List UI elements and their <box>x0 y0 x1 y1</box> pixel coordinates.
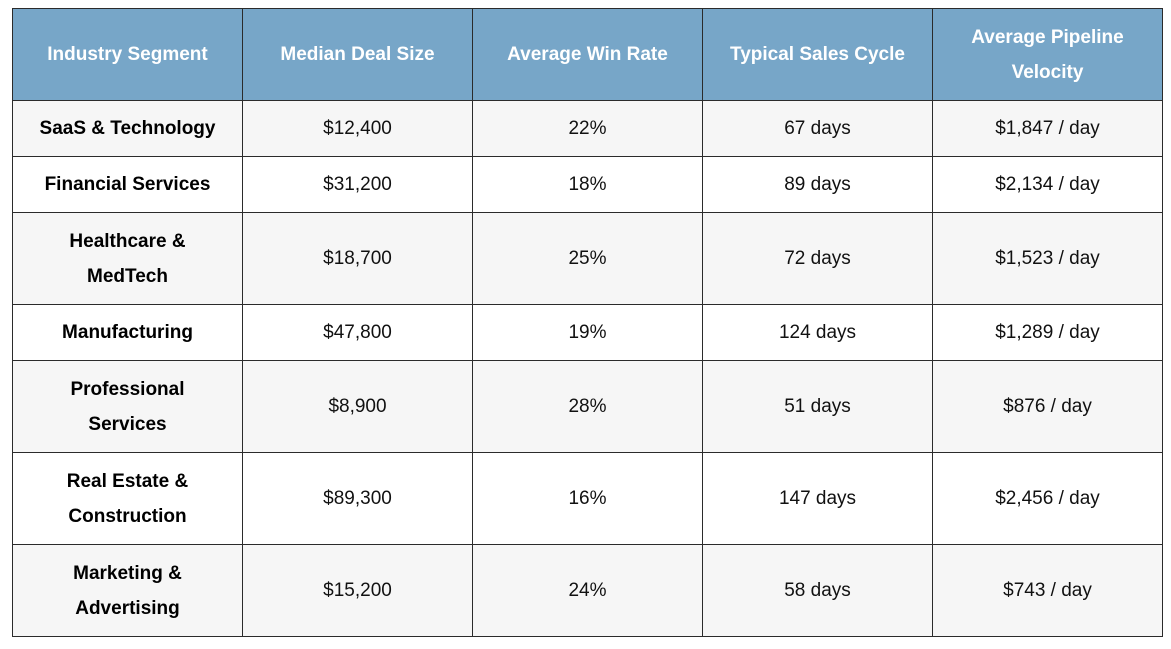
deal-size-cell: $31,200 <box>242 156 473 213</box>
win-rate-cell: 25% <box>472 212 703 305</box>
pipeline-velocity-cell: $2,456 / day <box>932 452 1163 545</box>
industry-metrics-table: Industry Segment Median Deal Size Averag… <box>12 8 1163 637</box>
segment-cell: Healthcare & MedTech <box>12 212 243 305</box>
table-row: Manufacturing $47,800 19% 124 days $1,28… <box>12 304 1163 361</box>
header-average-pipeline-velocity: Average Pipeline Velocity <box>932 8 1163 101</box>
deal-size-cell: $12,400 <box>242 100 473 157</box>
deal-size-cell: $89,300 <box>242 452 473 545</box>
deal-size-cell: $8,900 <box>242 360 473 453</box>
table-header-row: Industry Segment Median Deal Size Averag… <box>12 8 1163 101</box>
deal-size-cell: $47,800 <box>242 304 473 361</box>
segment-cell: Real Estate & Construction <box>12 452 243 545</box>
win-rate-cell: 19% <box>472 304 703 361</box>
table-row: Healthcare & MedTech $18,700 25% 72 days… <box>12 212 1163 305</box>
win-rate-cell: 22% <box>472 100 703 157</box>
segment-cell: Professional Services <box>12 360 243 453</box>
sales-cycle-cell: 147 days <box>702 452 933 545</box>
header-industry-segment: Industry Segment <box>12 8 243 101</box>
pipeline-velocity-cell: $1,289 / day <box>932 304 1163 361</box>
header-median-deal-size: Median Deal Size <box>242 8 473 101</box>
pipeline-velocity-cell: $876 / day <box>932 360 1163 453</box>
win-rate-cell: 18% <box>472 156 703 213</box>
segment-cell: Manufacturing <box>12 304 243 361</box>
table-row: Professional Services $8,900 28% 51 days… <box>12 360 1163 453</box>
sales-cycle-cell: 89 days <box>702 156 933 213</box>
table-row: SaaS & Technology $12,400 22% 67 days $1… <box>12 100 1163 157</box>
deal-size-cell: $15,200 <box>242 544 473 637</box>
table-row: Marketing & Advertising $15,200 24% 58 d… <box>12 544 1163 637</box>
sales-cycle-cell: 58 days <box>702 544 933 637</box>
pipeline-velocity-cell: $743 / day <box>932 544 1163 637</box>
table-row: Real Estate & Construction $89,300 16% 1… <box>12 452 1163 545</box>
segment-cell: Marketing & Advertising <box>12 544 243 637</box>
table-row: Financial Services $31,200 18% 89 days $… <box>12 156 1163 213</box>
win-rate-cell: 16% <box>472 452 703 545</box>
header-typical-sales-cycle: Typical Sales Cycle <box>702 8 933 101</box>
win-rate-cell: 24% <box>472 544 703 637</box>
segment-cell: Financial Services <box>12 156 243 213</box>
pipeline-velocity-cell: $1,523 / day <box>932 212 1163 305</box>
header-average-win-rate: Average Win Rate <box>472 8 703 101</box>
pipeline-velocity-cell: $1,847 / day <box>932 100 1163 157</box>
pipeline-velocity-cell: $2,134 / day <box>932 156 1163 213</box>
deal-size-cell: $18,700 <box>242 212 473 305</box>
sales-cycle-cell: 72 days <box>702 212 933 305</box>
sales-cycle-cell: 67 days <box>702 100 933 157</box>
win-rate-cell: 28% <box>472 360 703 453</box>
sales-cycle-cell: 51 days <box>702 360 933 453</box>
sales-cycle-cell: 124 days <box>702 304 933 361</box>
segment-cell: SaaS & Technology <box>12 100 243 157</box>
